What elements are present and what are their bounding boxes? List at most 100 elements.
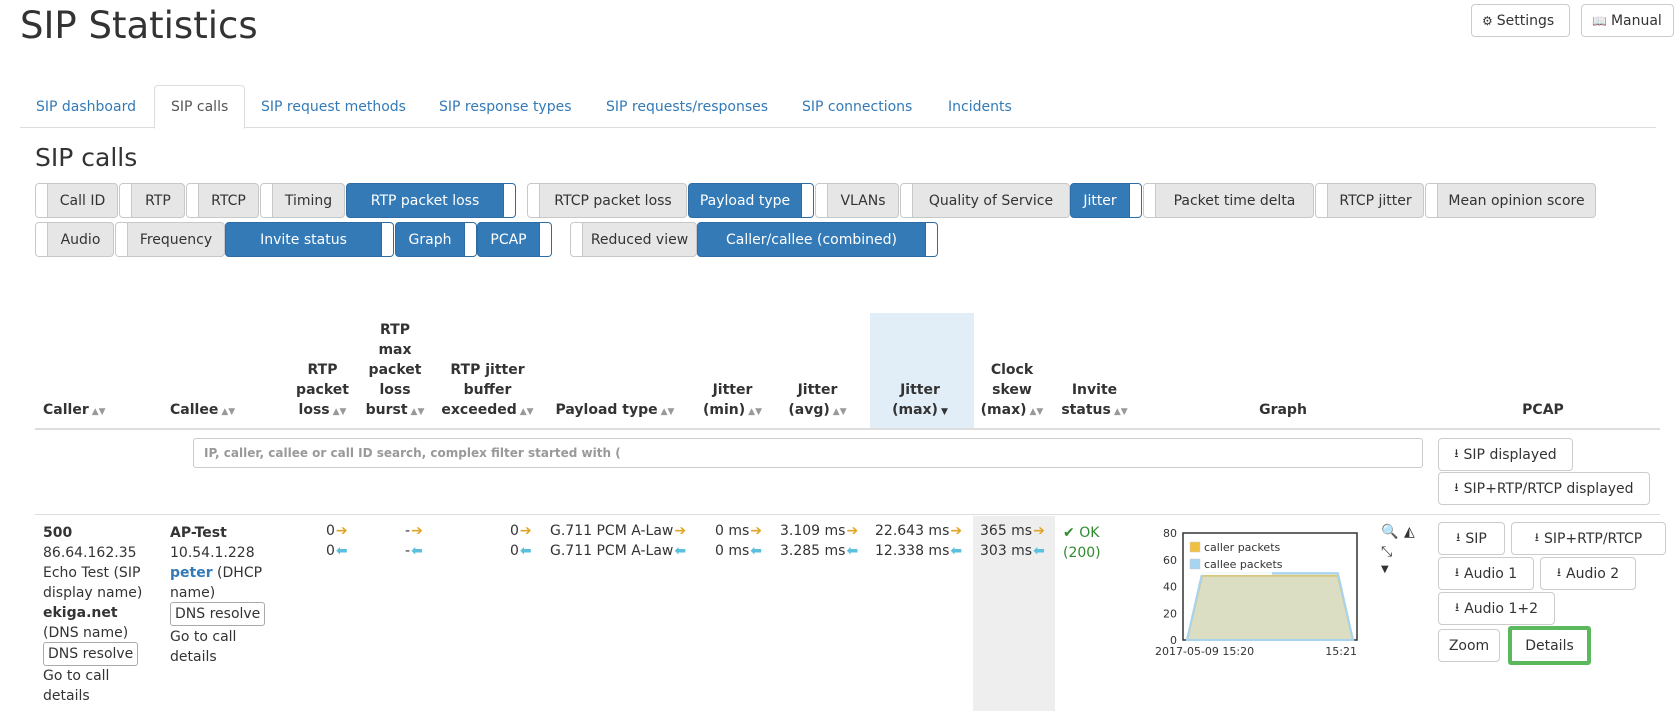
toggle-rtcp-packet-loss[interactable]: RTCP packet loss <box>527 183 687 218</box>
toggle-rtcp-jitter[interactable]: RTCP jitter <box>1315 183 1424 218</box>
col-rtp-packet-loss[interactable]: RTP packet loss ▲▼ <box>296 362 349 418</box>
pcap-sip-button[interactable]: ⭳ SIP <box>1438 522 1505 555</box>
arrow-left-icon: ⬅ <box>846 543 859 559</box>
download-icon: ⭳ <box>1456 530 1461 544</box>
toggle-timing[interactable]: Timing <box>260 183 345 218</box>
callee-call-details-link[interactable]: Go to call details <box>170 629 237 665</box>
toggle-rtp[interactable]: RTP <box>119 183 185 218</box>
zoom-button[interactable]: Zoom <box>1438 629 1500 662</box>
arrow-left-icon: ⬅ <box>411 543 423 559</box>
col-clock-skew[interactable]: Clock skew (max) ▲▼ <box>980 362 1044 418</box>
callee-ip-link[interactable]: 10.54.1.228 <box>170 545 255 561</box>
caller-call-details-link[interactable]: Go to call details <box>43 668 110 704</box>
sort-icon: ▲▼ <box>519 407 534 417</box>
tab-sip-calls[interactable]: SIP calls <box>154 85 246 129</box>
arrow-left-icon: ⬅ <box>950 543 963 559</box>
toggle-packet-time-delta[interactable]: Packet time delta <box>1143 183 1314 218</box>
rtp-max-loss-burst-callee: -⬅ <box>405 543 423 559</box>
y-tick-label: 20 <box>1163 607 1177 620</box>
callee-dns-resolve-button[interactable]: DNS resolve <box>170 602 266 626</box>
caret-down-icon[interactable]: ▼ <box>1381 564 1389 575</box>
check-icon: ✔ <box>1063 525 1075 541</box>
sip-rtp-rtcp-displayed-button[interactable]: ⭳ SIP+RTP/RTCP displayed <box>1438 472 1650 505</box>
toggle-rtp-packet-loss[interactable]: RTP packet loss <box>346 183 516 218</box>
audio-2-button[interactable]: ⭳ Audio 2 <box>1540 557 1636 590</box>
col-payload-type[interactable]: Payload type ▲▼ <box>555 402 675 418</box>
caller-number: 500 <box>43 525 73 541</box>
settings-label: Settings <box>1496 12 1555 29</box>
invite-status-code: (200) <box>1063 545 1101 561</box>
jitter-avg-caller: 3.109 ms➔ <box>780 523 859 539</box>
audio-1-button[interactable]: ⭳ Audio 1 <box>1438 557 1534 590</box>
toggle-invite-status[interactable]: Invite status <box>225 222 394 257</box>
legend-swatch <box>1189 541 1201 553</box>
toggle-rtcp[interactable]: RTCP <box>186 183 259 218</box>
caller-display-name: Echo Test (SIP <box>43 565 141 581</box>
col-caller[interactable]: Caller ▲▼ <box>43 402 106 418</box>
arrow-right-icon: ➔ <box>846 523 859 539</box>
col-callee[interactable]: Callee ▲▼ <box>170 402 236 418</box>
arrow-right-icon: ➔ <box>519 523 532 539</box>
toggle-call-id[interactable]: Call ID <box>35 183 118 218</box>
tab-sip-dashboard[interactable]: SIP dashboard <box>36 98 136 115</box>
area-chart-icon[interactable]: ◭ <box>1404 524 1415 540</box>
tab-incidents[interactable]: Incidents <box>948 98 1012 115</box>
manual-button[interactable]: 📖 Manual <box>1581 4 1674 37</box>
sort-icon: ▲▼ <box>410 407 425 417</box>
col-rtp-jitter-buffer[interactable]: RTP jitter buffer exceeded ▲▼ <box>441 362 534 418</box>
sort-icon: ▲▼ <box>832 407 847 417</box>
sort-icon: ▲▼ <box>748 407 762 417</box>
tab-sip-connections[interactable]: SIP connections <box>802 98 913 115</box>
tab-bar: SIP dashboard SIP calls SIP request meth… <box>20 85 1656 129</box>
packets-graph[interactable]: 0 20 40 60 80 2017-05-09 15:20 15:21 caller pac… <box>1145 522 1370 662</box>
download-icon: ⭳ <box>1455 600 1460 614</box>
col-jitter-min[interactable]: Jitter (min) ▲▼ <box>703 382 762 418</box>
arrow-left-icon: ⬅ <box>1033 543 1045 559</box>
col-jitter-max[interactable]: Jitter (max) ▼ <box>892 382 948 418</box>
toggle-frequency[interactable]: Frequency <box>115 222 225 257</box>
toggle-mean-opinion-score[interactable]: Mean opinion score <box>1425 183 1596 218</box>
toggle-payload-type[interactable]: Payload type <box>688 183 814 218</box>
sort-icon: ▲▼ <box>91 407 106 417</box>
y-tick-label: 0 <box>1170 634 1177 647</box>
toggle-graph[interactable]: Graph <box>395 222 477 257</box>
compress-icon[interactable]: ⤡ <box>1381 544 1393 560</box>
toggle-jitter[interactable]: Jitter <box>1070 183 1142 218</box>
magnifier-icon[interactable]: 🔍 <box>1381 524 1399 540</box>
audio-1-2-button[interactable]: ⭳ Audio 1+2 <box>1438 592 1555 625</box>
tab-sip-requests-responses[interactable]: SIP requests/responses <box>606 98 769 115</box>
toggle-reduced-view[interactable]: Reduced view <box>570 222 697 257</box>
tab-sip-request-methods[interactable]: SIP request methods <box>261 98 406 115</box>
search-input[interactable] <box>193 438 1423 468</box>
sort-desc-icon: ▼ <box>940 407 948 417</box>
col-rtp-max-loss-burst[interactable]: RTP max packet loss burst ▲▼ <box>365 322 425 418</box>
y-tick-label: 40 <box>1163 581 1177 594</box>
sort-icon: ▲▼ <box>1029 407 1044 417</box>
invite-status-ok: ✔ OK <box>1063 525 1100 541</box>
jitter-min-caller: 0 ms➔ <box>715 523 763 539</box>
tab-sip-response-types[interactable]: SIP response types <box>439 98 572 115</box>
pcap-sip-rtp-rtcp-button[interactable]: ⭳ SIP+RTP/RTCP <box>1511 522 1666 555</box>
details-button[interactable]: Details <box>1508 626 1591 665</box>
arrow-right-icon: ➔ <box>674 523 687 539</box>
toggle-audio[interactable]: Audio <box>35 222 114 257</box>
toggle-vlans[interactable]: VLANs <box>815 183 899 218</box>
toggle-quality-of-service[interactable]: Quality of Service <box>900 183 1070 218</box>
sip-displayed-button[interactable]: ⭳ SIP displayed <box>1438 438 1573 471</box>
caller-ip-link[interactable]: 86.64.162.35 <box>43 545 137 561</box>
toggle-pcap[interactable]: PCAP <box>477 222 552 257</box>
callee-dhcp-name: peter (DHCP <box>170 565 263 581</box>
settings-button[interactable]: ⚙ Settings <box>1471 4 1570 37</box>
caller-dns-resolve-button[interactable]: DNS resolve <box>43 642 139 666</box>
arrow-left-icon: ⬅ <box>674 543 687 559</box>
col-jitter-avg[interactable]: Jitter (avg) ▲▼ <box>788 382 847 418</box>
section-title: SIP calls <box>35 143 138 172</box>
legend-swatch <box>1189 558 1201 570</box>
clock-skew-callee: 303 ms⬅ <box>980 543 1045 559</box>
arrow-right-icon: ➔ <box>335 523 348 539</box>
col-invite-status[interactable]: Invite status ▲▼ <box>1061 382 1128 418</box>
sort-icon: ▲▼ <box>1113 407 1128 417</box>
toggle-caller-callee-combined[interactable]: Caller/callee (combined) <box>697 222 938 257</box>
x-tick-label: 15:21 <box>1325 645 1357 658</box>
sort-icon: ▲▼ <box>332 407 347 417</box>
